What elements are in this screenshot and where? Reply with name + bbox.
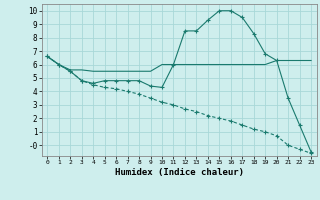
X-axis label: Humidex (Indice chaleur): Humidex (Indice chaleur) — [115, 168, 244, 177]
